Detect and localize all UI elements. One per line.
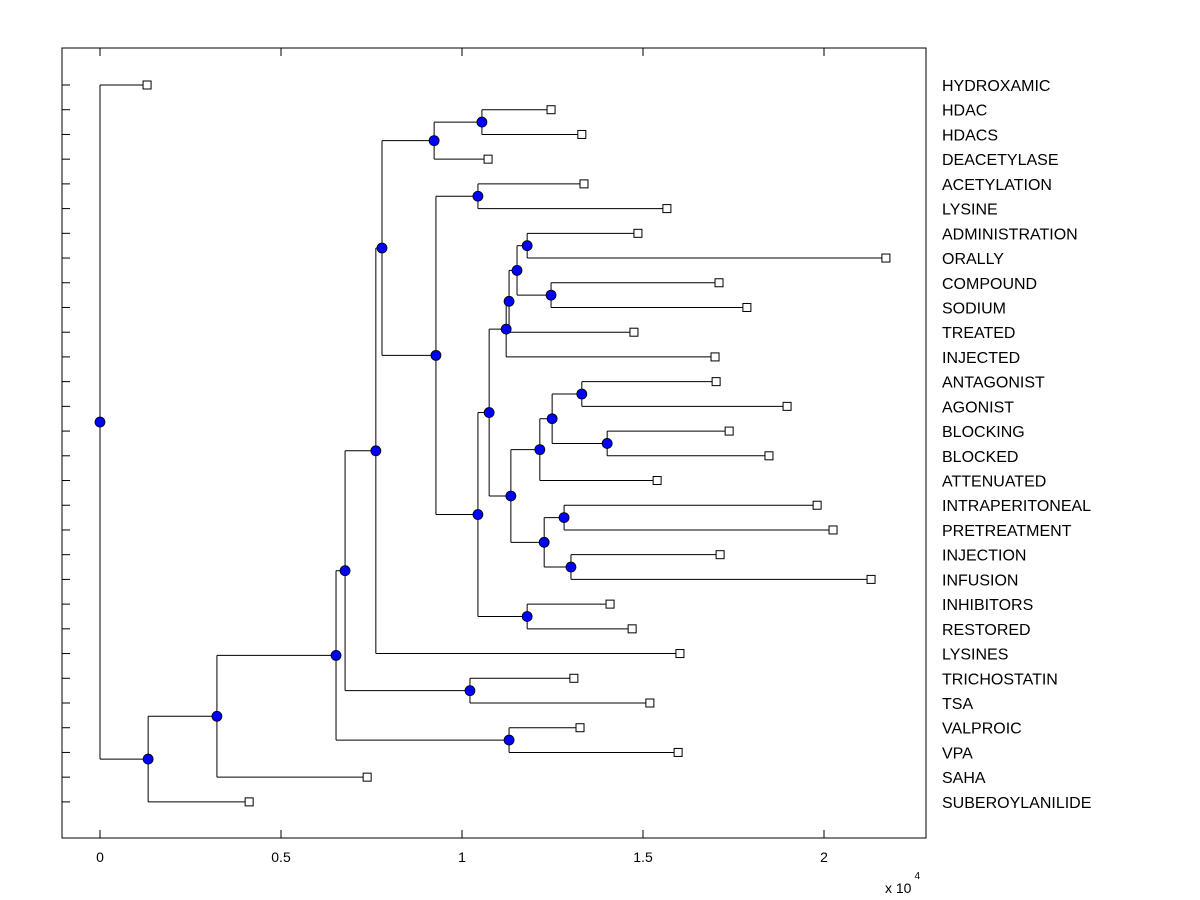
plot-frame [61,47,927,839]
merge-node [472,190,484,202]
leaf-marker [812,500,822,510]
leaf-marker [633,228,643,238]
merge-node [576,388,588,400]
leaf-label: ACETYLATION [942,177,1052,194]
leaf-marker [244,797,254,807]
leaf-marker [764,451,774,461]
merge-node [370,445,382,457]
leaf-marker [142,80,152,90]
leaf-label: LYSINES [942,647,1008,664]
merge-node [94,416,106,428]
x-multiplier-label: x 10 [885,880,912,896]
merge-node [503,734,515,746]
leaf-marker [675,649,685,659]
merge-node [476,116,488,128]
leaf-marker [724,426,734,436]
leaf-marker [742,302,752,312]
leaf-label: PRETREATMENT [942,523,1072,540]
leaf-label: INTRAPERITONEAL [942,498,1091,515]
merge-node [376,242,388,254]
leaf-label: INHIBITORS [942,597,1033,614]
merge-node [339,565,351,577]
merge-node [545,289,557,301]
leaf-label: SUBEROYLANILIDE [942,795,1091,812]
leaf-label: BLOCKING [942,424,1025,441]
leaf-marker [605,599,615,609]
leaf-marker [629,327,639,337]
merge-node [565,561,577,573]
leaf-label: TSA [942,696,973,713]
x-tick-label: 2 [820,849,828,865]
merge-node [546,413,558,425]
leaf-label: ANTAGONIST [942,375,1045,392]
leaf-marker [673,747,683,757]
leaf-label: HDACS [942,127,998,144]
leaf-marker [627,624,637,634]
merge-node [428,135,440,147]
leaf-marker [575,723,585,733]
leaf-label: DEACETYLASE [942,152,1058,169]
leaf-label: TRICHOSTATIN [942,671,1058,688]
leaf-marker [645,698,655,708]
leaf-marker [546,105,556,115]
x-multiplier-exponent: 4 [914,871,920,882]
leaf-label: ADMINISTRATION [942,226,1078,243]
leaf-marker [362,772,372,782]
leaf-marker [577,129,587,139]
leaf-label: COMPOUND [942,276,1037,293]
leaf-label: INJECTED [942,350,1020,367]
merge-node [430,349,442,361]
merge-node [211,710,223,722]
x-tick-label: 0.5 [271,849,291,865]
leaf-marker [483,154,493,164]
x-tick-label: 1 [458,849,466,865]
leaf-marker [710,352,720,362]
leaf-marker [652,476,662,486]
leaf-marker [782,401,792,411]
leaf-marker [569,673,579,683]
leaf-label: BLOCKED [942,449,1018,466]
merge-node [503,295,515,307]
leaf-marker [662,204,672,214]
leaf-label: RESTORED [942,622,1031,639]
merge-node [558,512,570,523]
merge-node [500,323,512,335]
leaf-marker [828,525,838,535]
merge-node [534,444,546,456]
leaf-label: LYSINE [942,202,998,219]
leaf-marker [866,574,876,584]
leaf-label: INFUSION [942,572,1018,589]
leaf-label: AGONIST [942,399,1014,416]
merge-node [142,753,154,765]
leaf-label: SODIUM [942,300,1006,317]
leaf-marker [714,278,724,288]
leaf-label: HYDROXAMIC [942,78,1050,95]
leaf-label: HDAC [942,103,987,120]
merge-node [505,490,517,502]
merge-node [521,611,533,622]
leaf-marker [881,253,891,263]
leaf-label: INJECTION [942,548,1026,565]
leaf-label: SAHA [942,770,986,787]
merge-node [601,438,613,449]
leaf-marker [579,179,589,189]
merge-node [511,264,523,276]
merge-node [464,685,476,697]
leaf-marker [711,377,721,387]
leaf-label: VPA [942,745,973,762]
leaf-label: ATTENUATED [942,474,1046,491]
x-tick-label: 0 [96,849,104,865]
x-tick-label: 1.5 [633,849,653,865]
leaf-label: VALPROIC [942,721,1022,738]
merge-node [472,509,484,520]
leaf-label: TREATED [942,325,1015,342]
merge-node [521,240,533,252]
merge-node [483,407,495,418]
merge-node [330,649,342,661]
leaf-label: ORALLY [942,251,1004,268]
leaf-marker [715,550,725,560]
merge-node [538,536,550,548]
